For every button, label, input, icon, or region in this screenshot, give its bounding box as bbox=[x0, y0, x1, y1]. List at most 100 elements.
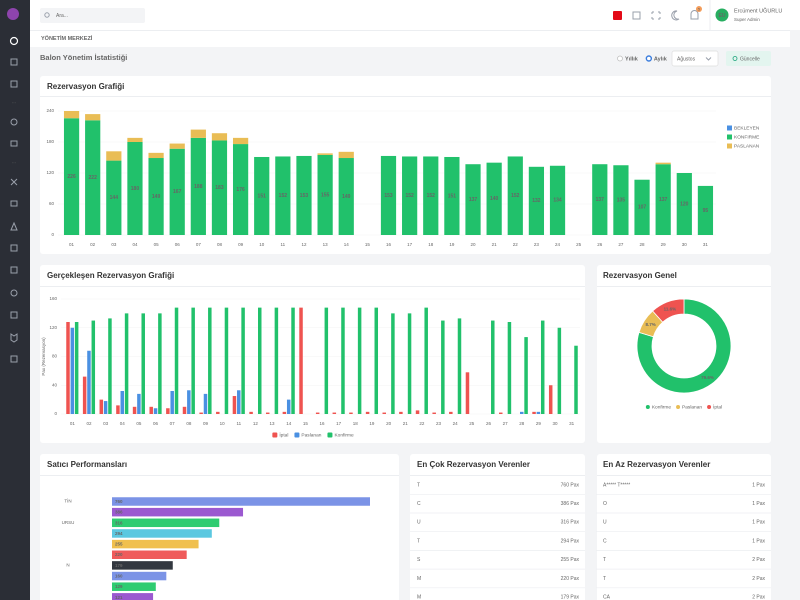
x-tick-label: 06 bbox=[175, 242, 181, 247]
data-label: 151 bbox=[258, 193, 267, 199]
bar bbox=[71, 328, 74, 414]
x-tick-label: 26 bbox=[597, 242, 603, 247]
list-value: 2 Pax bbox=[752, 557, 765, 563]
bar bbox=[508, 322, 511, 414]
bar bbox=[149, 407, 152, 414]
legend-label: Paslanan bbox=[301, 432, 321, 438]
bar bbox=[391, 313, 394, 414]
data-label: 188 bbox=[194, 184, 203, 190]
x-tick-label: 22 bbox=[419, 421, 425, 426]
data-label: 220 bbox=[115, 552, 123, 557]
card-title: Rezervasyon Grafiği bbox=[47, 82, 124, 91]
data-label: 152 bbox=[511, 193, 520, 199]
bar bbox=[154, 408, 157, 414]
list-value: 2 Pax bbox=[752, 576, 765, 582]
bar bbox=[541, 321, 544, 414]
update-button-label: Güncelle bbox=[740, 56, 760, 62]
x-tick-label: 29 bbox=[536, 421, 542, 426]
x-tick-label: 23 bbox=[436, 421, 442, 426]
data-label: 129 bbox=[115, 584, 123, 589]
category-label: TİN bbox=[64, 498, 71, 504]
x-tick-label: 07 bbox=[170, 421, 176, 426]
x-tick-label: 10 bbox=[259, 242, 265, 247]
menu-separator: ··· bbox=[12, 160, 17, 166]
legend-swatch bbox=[707, 405, 711, 409]
bar bbox=[416, 410, 419, 414]
x-tick-label: 10 bbox=[220, 421, 226, 426]
x-tick-label: 15 bbox=[365, 242, 371, 247]
radio[interactable] bbox=[646, 56, 651, 61]
legend-swatch bbox=[676, 405, 680, 409]
bar bbox=[537, 412, 540, 414]
bar bbox=[83, 377, 86, 414]
legend-label: Paslanan bbox=[682, 404, 702, 410]
data-label: 167 bbox=[173, 189, 182, 195]
bar bbox=[183, 407, 186, 414]
legend-label: Konfirme bbox=[334, 432, 354, 438]
bar bbox=[166, 408, 169, 414]
topbar bbox=[30, 0, 800, 30]
legend-swatch bbox=[272, 433, 277, 438]
bar bbox=[558, 328, 561, 414]
bar-segment bbox=[127, 138, 142, 142]
bar bbox=[241, 308, 244, 414]
data-label: 179 bbox=[115, 563, 123, 568]
data-label: 137 bbox=[469, 197, 478, 203]
list-value: 255 Pax bbox=[561, 557, 580, 563]
card bbox=[597, 265, 771, 443]
bar bbox=[191, 308, 194, 414]
legend-swatch bbox=[727, 126, 732, 131]
list-name: CA bbox=[603, 595, 611, 600]
bar bbox=[432, 413, 435, 414]
bar bbox=[424, 308, 427, 414]
language-flag[interactable] bbox=[613, 11, 622, 20]
bar bbox=[383, 413, 386, 414]
bar bbox=[112, 540, 199, 549]
bar bbox=[287, 400, 290, 414]
bar bbox=[408, 313, 411, 414]
bar bbox=[187, 390, 190, 414]
data-label: 153 bbox=[384, 193, 393, 199]
user-role: Super Admin bbox=[734, 17, 760, 22]
bar bbox=[275, 308, 278, 414]
filters: YıllıkAylık bbox=[618, 56, 668, 62]
bar bbox=[449, 412, 452, 414]
x-tick-label: 09 bbox=[238, 242, 244, 247]
bar-segment bbox=[170, 144, 185, 149]
x-tick-label: 20 bbox=[386, 421, 392, 426]
x-tick-label: 03 bbox=[103, 421, 109, 426]
card bbox=[40, 265, 585, 443]
data-label: 255 bbox=[115, 542, 123, 547]
radio[interactable] bbox=[618, 56, 623, 61]
bar bbox=[87, 351, 90, 414]
list-value: 1 Pax bbox=[752, 482, 765, 488]
legend: İptal Paslanan Konfirme bbox=[272, 431, 354, 438]
bar bbox=[341, 308, 344, 414]
x-tick-label: 01 bbox=[70, 421, 76, 426]
bar-segment bbox=[233, 138, 248, 144]
bar bbox=[532, 412, 535, 414]
bar bbox=[204, 394, 207, 414]
list-value: 1 Pax bbox=[752, 538, 765, 544]
bar bbox=[233, 396, 236, 414]
x-tick-label: 13 bbox=[323, 242, 329, 247]
data-label: 160 bbox=[115, 574, 123, 579]
bar bbox=[549, 385, 552, 414]
x-tick-label: 19 bbox=[449, 242, 455, 247]
bar bbox=[466, 372, 469, 414]
x-tick-label: 03 bbox=[111, 242, 117, 247]
bar bbox=[358, 308, 361, 414]
legend-label: KONFIRME bbox=[734, 134, 759, 140]
list-name: U bbox=[417, 520, 421, 526]
data-label: 180 bbox=[131, 186, 140, 192]
bar-segment bbox=[212, 133, 227, 140]
bar bbox=[491, 321, 494, 414]
card-title: Satıcı Performansları bbox=[47, 460, 127, 469]
legend-label: İptal bbox=[279, 431, 288, 438]
category-label: N bbox=[66, 563, 69, 568]
bar bbox=[133, 407, 136, 414]
bar bbox=[170, 391, 173, 414]
x-tick-label: 02 bbox=[86, 421, 92, 426]
list-value: 316 Pax bbox=[561, 520, 580, 526]
logo[interactable] bbox=[7, 8, 19, 20]
